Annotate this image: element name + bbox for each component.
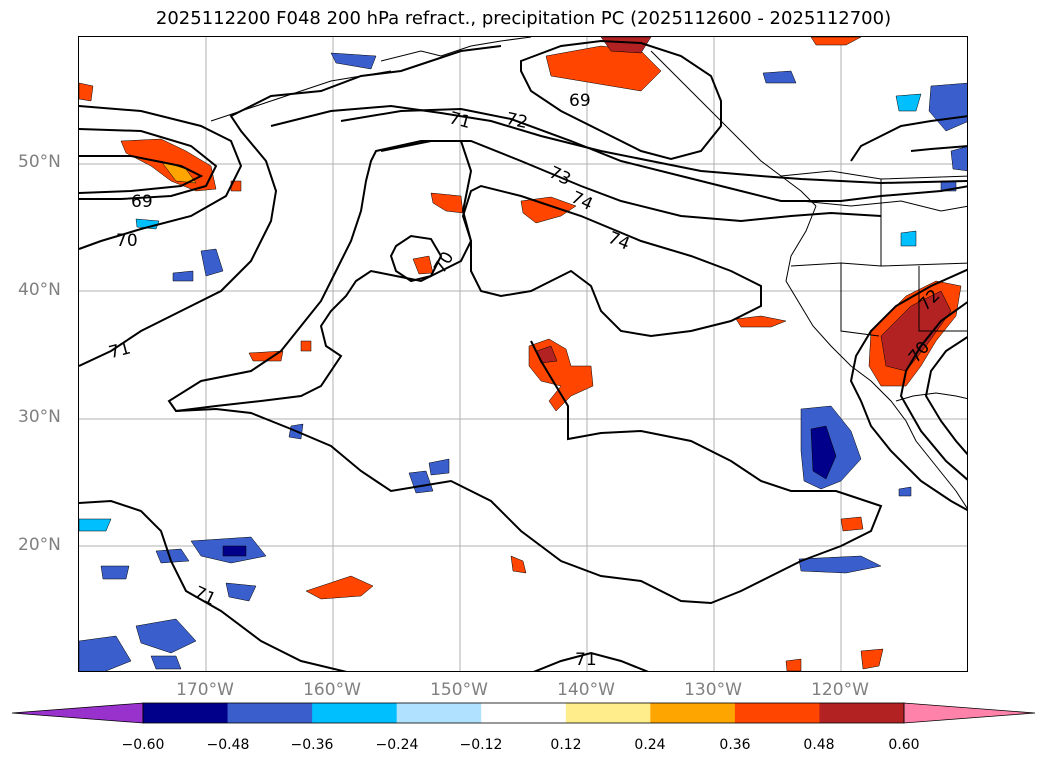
lon-label-130w: 130°W: [684, 680, 742, 700]
colorbar-segment: [650, 703, 736, 723]
colorbar-tick-label: −0.60: [121, 737, 165, 753]
lon-label-140w: 140°W: [557, 680, 615, 700]
colorbar-segment: [143, 703, 229, 723]
colorbar-segment: [565, 703, 651, 723]
colorbar-tick-label: 0.12: [550, 737, 582, 753]
colorbar: [11, 702, 1036, 724]
colorbar-outline: [142, 702, 905, 724]
colorbar-tick-label: 0.24: [634, 737, 666, 753]
map-title: 2025112200 F048 200 hPa refract., precip…: [155, 8, 892, 29]
colorbar-segments: [143, 703, 905, 723]
lon-label-120w: 120°W: [811, 680, 869, 700]
colorbar-left-extend: [11, 702, 144, 724]
lon-label-150w: 150°W: [430, 680, 488, 700]
colorbar-tick-label: 0.60: [888, 737, 920, 753]
precip-positive-areas: [79, 37, 962, 671]
colorbar-right-extend: [903, 702, 1036, 724]
colorbar-segment: [227, 703, 313, 723]
contour-label: 70: [116, 231, 138, 251]
contour-label: 74: [568, 188, 596, 215]
contour-label-group: 69 70 71 72 73 74 74 69 70 71 71 71 72 7…: [107, 91, 945, 670]
colorbar-tick-label: 0.36: [719, 737, 751, 753]
contour-label: 69: [569, 91, 591, 111]
colorbar-tick-label: −0.48: [206, 737, 250, 753]
map-panel: 69 70 71 72 73 74 74 69 70 71 71 71 72 7…: [78, 36, 968, 672]
colorbar-segment: [481, 703, 567, 723]
precip-negative-areas: [79, 52, 967, 671]
map-canvas: 69 70 71 72 73 74 74 69 70 71 71 71 72 7…: [79, 37, 967, 671]
lon-label-170w: 170°W: [176, 680, 234, 700]
contour-label: 73: [546, 163, 574, 190]
contour-label: 71: [447, 108, 473, 133]
lat-label-20n: 20°N: [18, 535, 61, 555]
colorbar-segment: [734, 703, 820, 723]
lon-label-160w: 160°W: [303, 680, 361, 700]
contour-label: 71: [575, 650, 597, 670]
refractivity-contours: [79, 39, 967, 671]
colorbar-segment: [819, 703, 905, 723]
colorbar-tick-label: −0.12: [459, 737, 503, 753]
lat-label-30n: 30°N: [18, 407, 61, 427]
contour-label: 74: [605, 228, 633, 255]
colorbar-tick-label: −0.24: [375, 737, 419, 753]
contour-label: 72: [504, 109, 529, 133]
colorbar-segment: [312, 703, 398, 723]
lat-label-40n: 40°N: [18, 280, 61, 300]
contour-label: 70: [430, 248, 458, 277]
contour-label: 69: [131, 192, 153, 212]
colorbar-tick-label: 0.48: [803, 737, 835, 753]
colorbar-segment: [396, 703, 482, 723]
contour-label: 71: [191, 583, 219, 610]
lat-label-50n: 50°N: [18, 152, 61, 172]
colorbar-tick-label: −0.36: [290, 737, 334, 753]
contour-label: 71: [107, 338, 133, 363]
